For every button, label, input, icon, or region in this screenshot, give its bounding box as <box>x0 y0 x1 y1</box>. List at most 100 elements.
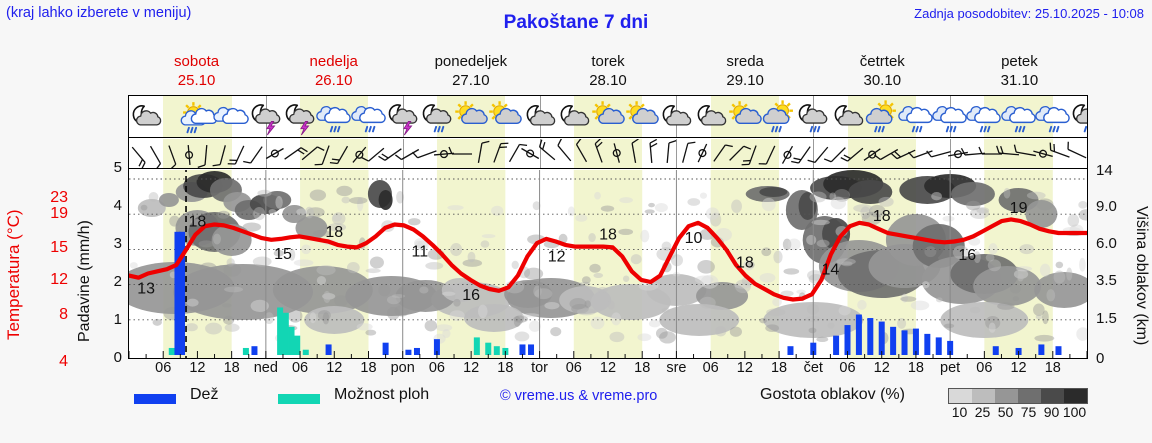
rain-bar <box>174 231 181 355</box>
wind-barb <box>704 139 734 168</box>
density-swatch <box>1018 389 1041 403</box>
x-hour-label: 18 <box>907 360 924 376</box>
x-hour-label: 12 <box>873 360 890 376</box>
day-name: ponedeljek <box>434 53 508 70</box>
precipitation-tick: 2 <box>113 273 122 290</box>
rain-bar <box>528 344 535 355</box>
wind-barb <box>636 139 666 168</box>
x-day-label: sre <box>666 360 687 376</box>
shower-legend-label: Možnost ploh <box>334 386 430 403</box>
wind-barb <box>1029 139 1059 168</box>
temperature-value-label: 18 <box>189 214 207 231</box>
wind-barb <box>345 139 375 168</box>
day-date: 29.10 <box>726 72 764 89</box>
day-header-ponedeljek: ponedeljek 27.10 <box>378 52 563 94</box>
shower-bar <box>302 349 309 355</box>
day-header-nedelja: nedelja 26.10 <box>241 52 426 94</box>
shower-bar <box>473 337 480 355</box>
temperature-tick: 8 <box>59 306 68 323</box>
weather-icon-night-storm <box>248 99 284 136</box>
rain-bar <box>787 346 794 355</box>
cloud-height-tick: 6.0 <box>1096 235 1117 252</box>
density-swatch <box>949 389 972 403</box>
x-hour-label: 18 <box>1044 360 1061 376</box>
density-tick: 50 <box>997 404 1014 420</box>
temperature-labels: 13 18 15 18 11 16 12 18 10 18 14 18 16 19 <box>137 200 1027 304</box>
wind-barb <box>670 139 700 168</box>
temperature-value-label: 13 <box>137 280 155 297</box>
x-axis-ticks <box>129 351 1087 358</box>
cloud-height-tick: 9.0 <box>1096 198 1117 215</box>
density-tick: 10 <box>951 404 968 420</box>
day-date: 31.10 <box>1000 72 1039 89</box>
temperature-tick: 19 <box>50 205 68 222</box>
day-separator <box>950 139 952 168</box>
day-header-četrtek: četrtek 30.10 <box>790 52 975 94</box>
cloud-density-field <box>129 170 1087 344</box>
day-name: sobota <box>174 53 220 70</box>
weather-icon-row <box>129 96 1087 138</box>
rain-bar <box>810 342 817 355</box>
weather-icon-sun-rain <box>179 99 218 135</box>
shower-bar <box>493 346 500 355</box>
day-name: sreda <box>726 53 764 70</box>
wind-barb <box>191 139 221 168</box>
wind-barb <box>567 139 597 168</box>
chart-svg: 13 18 15 18 11 16 12 18 10 18 14 18 16 19 <box>129 170 1087 358</box>
day-header-sobota: sobota 25.10 <box>104 52 289 94</box>
rain-bar <box>1038 344 1045 355</box>
day-name: nedelja <box>309 53 358 70</box>
rain-bar <box>405 349 412 355</box>
density-tick: 90 <box>1043 404 1060 420</box>
density-swatch <box>1041 389 1064 403</box>
wind-barb <box>756 139 786 168</box>
cloud-height-tick: 0 <box>1096 350 1105 367</box>
weather-icon-night-cloudy <box>830 99 866 135</box>
weather-icon-cloud-rain <box>316 99 352 135</box>
rain-bar <box>1055 346 1062 355</box>
shower-bar <box>485 342 492 355</box>
rain-bar <box>878 321 885 355</box>
x-day-label: pon <box>390 360 415 376</box>
precipitation-tick: 0 <box>113 349 122 366</box>
cloud-height-axis-title: Višina oblakov (km) <box>1133 206 1150 346</box>
day-header-band: sobota 25.10 nedelja 26.10 ponedeljek 27.10 to… <box>128 52 1088 94</box>
wind-barb <box>1046 139 1076 168</box>
day-header-petek: petek 31.10 <box>927 52 1112 94</box>
wind-barb <box>259 139 289 168</box>
rain-bar <box>325 344 332 355</box>
temperature-axis-title: Temperatura (°C) <box>4 209 23 341</box>
wind-barb <box>140 139 170 168</box>
temperature-value-label: 19 <box>1010 200 1028 217</box>
shower-bar <box>282 312 289 355</box>
weather-icon-sun-cloud <box>590 99 626 135</box>
rain-legend-swatch <box>134 394 176 404</box>
day-separator <box>676 139 678 168</box>
wind-barb <box>584 139 614 168</box>
wind-barb <box>653 139 683 168</box>
wind-barb <box>412 139 443 168</box>
x-hour-label: 18 <box>497 360 514 376</box>
precipitation-tick: 4 <box>113 197 122 214</box>
weather-icon-night-rain <box>419 99 455 135</box>
temperature-value-label: 18 <box>325 224 343 241</box>
weather-icon-sun-cloud <box>487 99 523 135</box>
rain-bar <box>833 335 840 355</box>
cloud-density-legend-label: Gostota oblakov (%) <box>760 386 905 403</box>
wind-barb <box>925 139 957 168</box>
page-title: Pakoštane 7 dni <box>503 12 649 33</box>
weather-icon-cloudy <box>212 99 250 135</box>
wind-barb <box>328 139 358 168</box>
density-swatch <box>995 389 1018 403</box>
wind-barb <box>687 139 717 168</box>
wind-barb <box>395 139 426 168</box>
weather-icon-night-storm <box>282 99 318 136</box>
rain-bar <box>912 328 919 355</box>
weather-icon-cloud-rain <box>932 99 968 135</box>
rain-bar <box>901 330 908 355</box>
x-hour-label: 12 <box>1010 360 1027 376</box>
wind-barb <box>978 139 1008 168</box>
x-hour-label: 06 <box>428 360 445 376</box>
cloud-density-colorbar <box>948 388 1088 404</box>
wind-barb <box>482 139 512 168</box>
